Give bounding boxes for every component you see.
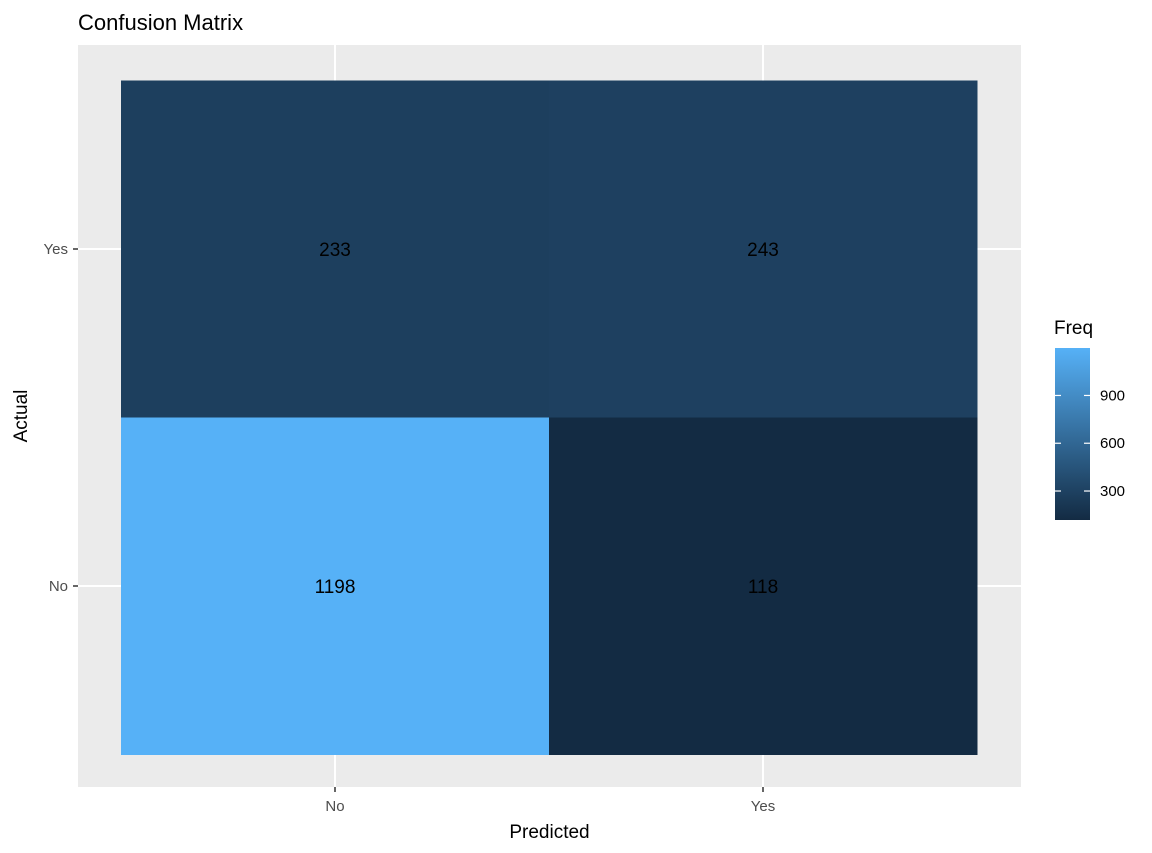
legend-ticks: 300 600 900: [1055, 387, 1125, 500]
heatmap-cell: [549, 417, 978, 755]
y-axis-ticks: No Yes: [44, 241, 78, 595]
legend-tick-label: 600: [1100, 435, 1125, 452]
cell-value-labels: 233 243 1198 118: [315, 240, 779, 598]
x-axis-title: Predicted: [509, 822, 589, 843]
heatmap-cell: [121, 80, 550, 418]
cell-value-label: 118: [748, 577, 778, 598]
cell-value-label: 243: [747, 240, 779, 261]
heatmap-cells: [121, 80, 978, 755]
y-tick-label: No: [49, 578, 68, 595]
legend-colorbar: [1055, 348, 1090, 520]
y-tick-label: Yes: [44, 241, 68, 258]
y-axis-title: Actual: [11, 390, 32, 443]
x-axis-ticks: No Yes: [325, 787, 775, 815]
cell-value-label: 1198: [315, 577, 356, 598]
x-tick-label: Yes: [751, 798, 775, 815]
legend-title: Freq: [1054, 318, 1093, 339]
heatmap-cell: [549, 80, 978, 418]
cell-value-label: 233: [319, 240, 351, 261]
heatmap-cell: [121, 417, 550, 755]
chart-title: Confusion Matrix: [78, 10, 243, 35]
legend-tick-label: 300: [1100, 483, 1125, 500]
legend: Freq 300 600 900: [1054, 318, 1125, 520]
legend-tick-label: 900: [1100, 387, 1125, 404]
x-tick-label: No: [325, 798, 344, 815]
